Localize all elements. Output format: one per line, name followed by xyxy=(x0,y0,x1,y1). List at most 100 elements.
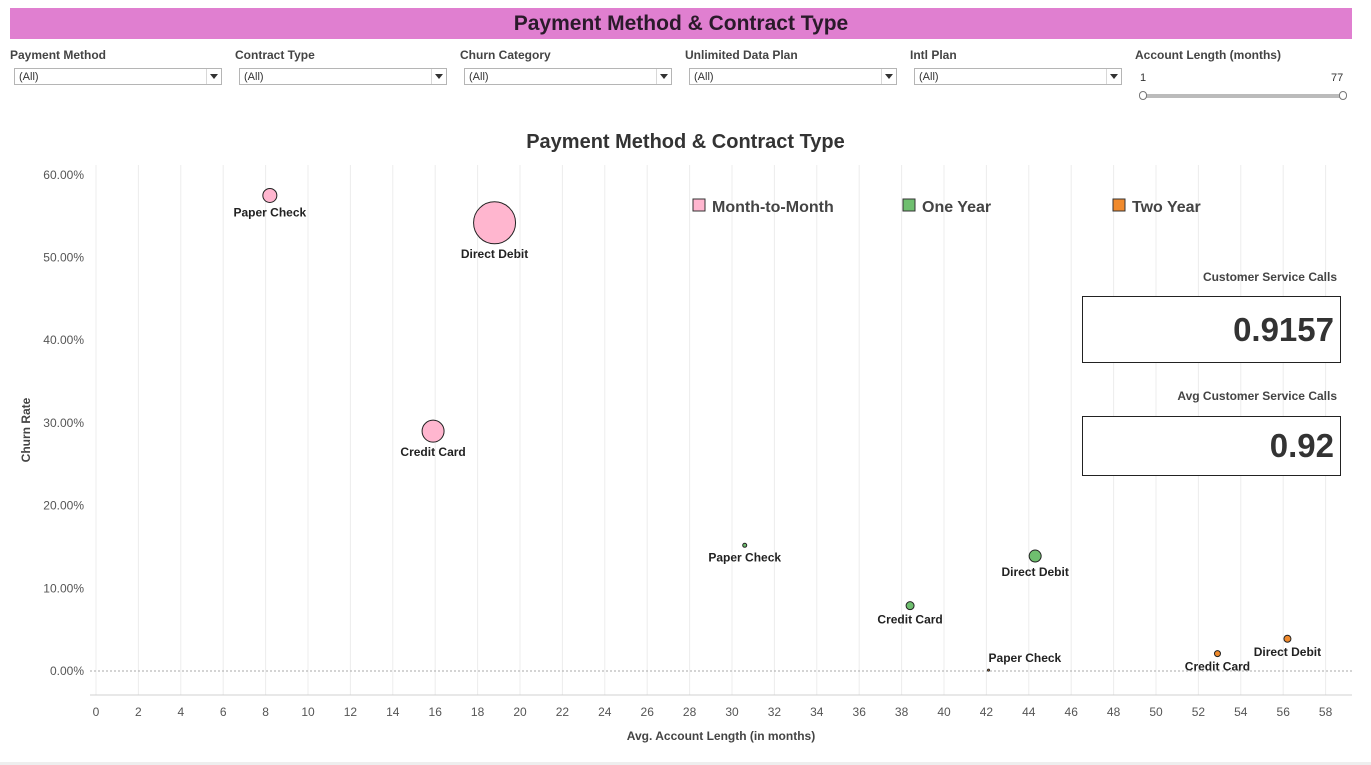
filter-label: Intl Plan xyxy=(910,48,957,62)
legend-swatch xyxy=(902,198,916,212)
kpi-value-customer-service-calls: 0.9157 xyxy=(1233,310,1334,348)
churn-category-dropdown[interactable]: (All) xyxy=(464,68,672,85)
y-tick-label: 50.00% xyxy=(43,251,84,265)
dashboard-title: Payment Method & Contract Type xyxy=(513,11,849,35)
x-tick-label: 6 xyxy=(220,705,227,719)
chevron-down-icon[interactable] xyxy=(206,69,221,84)
bottom-divider xyxy=(0,762,1371,765)
chevron-down-icon[interactable] xyxy=(656,69,671,84)
y-axis-title: Churn Rate xyxy=(19,397,33,462)
data-point xyxy=(1283,634,1292,643)
data-point xyxy=(421,419,445,443)
x-tick-label: 10 xyxy=(301,705,315,719)
data-point xyxy=(987,668,991,672)
legend-swatch xyxy=(692,198,706,212)
x-tick-label: 14 xyxy=(386,705,400,719)
x-tick-label: 54 xyxy=(1234,705,1248,719)
filter-contract-type: Contract Type (All) xyxy=(235,48,447,85)
data-label: Credit Card xyxy=(1185,660,1250,674)
data-point xyxy=(1213,650,1221,658)
legend-label: Two Year xyxy=(1132,199,1201,216)
x-tick-label: 50 xyxy=(1149,705,1163,719)
filter-label: Payment Method xyxy=(10,48,107,62)
data-label: Paper Check xyxy=(233,205,306,219)
y-tick-label: 10.00% xyxy=(43,581,84,595)
legend-label: Month-to-Month xyxy=(712,199,834,216)
range-min-value: 1 xyxy=(1140,72,1147,84)
x-tick-label: 58 xyxy=(1319,705,1333,719)
data-point xyxy=(262,187,278,203)
y-tick-label: 20.00% xyxy=(43,499,84,513)
x-tick-label: 22 xyxy=(556,705,570,719)
filter-account-length: Account Length (months) xyxy=(1135,48,1281,64)
x-tick-label: 42 xyxy=(980,705,994,719)
x-tick-label: 30 xyxy=(725,705,739,719)
x-tick-label: 48 xyxy=(1107,705,1121,719)
kpi-value-avg-customer-service-calls: 0.92 xyxy=(1269,427,1334,464)
y-tick-label: 60.00% xyxy=(43,168,84,182)
kpi-label-customer-service-calls: Customer Service Calls xyxy=(1202,270,1337,284)
data-label: Paper Check xyxy=(989,651,1062,665)
x-tick-label: 0 xyxy=(93,705,100,719)
filter-unlimited-data-plan: Unlimited Data Plan (All) xyxy=(685,48,897,85)
dashboard-title-bar: Payment Method & Contract Type xyxy=(10,8,1352,39)
data-point xyxy=(742,542,748,548)
kpi-box-customer-service-calls: 0.9157 xyxy=(1082,296,1341,363)
dropdown-value: (All) xyxy=(694,71,714,83)
x-tick-label: 46 xyxy=(1065,705,1079,719)
data-point xyxy=(473,201,517,245)
filter-label: Unlimited Data Plan xyxy=(685,48,798,62)
x-tick-label: 18 xyxy=(471,705,485,719)
range-slider-track[interactable] xyxy=(1142,94,1344,98)
data-point xyxy=(1028,549,1042,563)
x-tick-label: 8 xyxy=(262,705,269,719)
x-tick-label: 34 xyxy=(810,705,824,719)
x-tick-label: 20 xyxy=(513,705,527,719)
data-label: Direct Debit xyxy=(1001,565,1068,579)
data-label: Direct Debit xyxy=(1254,645,1321,659)
legend-label: One Year xyxy=(922,199,991,216)
filter-label: Contract Type xyxy=(235,48,315,62)
x-tick-label: 26 xyxy=(641,705,655,719)
range-slider-min-handle[interactable] xyxy=(1139,91,1147,100)
x-tick-label: 32 xyxy=(768,705,782,719)
x-tick-label: 36 xyxy=(853,705,867,719)
y-tick-label: 0.00% xyxy=(50,664,84,678)
filter-payment-method: Payment Method (All) xyxy=(10,48,222,85)
y-tick-label: 40.00% xyxy=(43,333,84,347)
legend-swatch xyxy=(1112,198,1126,212)
chevron-down-icon[interactable] xyxy=(431,69,446,84)
x-tick-label: 12 xyxy=(344,705,358,719)
dropdown-value: (All) xyxy=(19,71,39,83)
chart-title: Payment Method & Contract Type xyxy=(526,131,845,153)
dropdown-value: (All) xyxy=(244,71,264,83)
intl-plan-dropdown[interactable]: (All) xyxy=(914,68,1122,85)
data-label: Paper Check xyxy=(708,550,781,564)
payment-method-dropdown[interactable]: (All) xyxy=(14,68,222,85)
dropdown-value: (All) xyxy=(919,71,939,83)
x-tick-label: 2 xyxy=(135,705,142,719)
kpi-box-avg-customer-service-calls: 0.92 xyxy=(1082,416,1341,476)
filter-label: Churn Category xyxy=(460,48,551,62)
kpi-label-avg-customer-service-calls: Avg Customer Service Calls xyxy=(1177,389,1337,403)
x-tick-label: 38 xyxy=(895,705,909,719)
chevron-down-icon[interactable] xyxy=(1106,69,1121,84)
range-max-value: 77 xyxy=(1331,72,1344,84)
x-tick-label: 52 xyxy=(1192,705,1206,719)
x-axis-title: Avg. Account Length (in months) xyxy=(627,729,815,743)
data-label: Credit Card xyxy=(877,613,942,627)
x-tick-label: 16 xyxy=(429,705,443,719)
data-label: Direct Debit xyxy=(461,247,528,261)
x-tick-label: 44 xyxy=(1022,705,1036,719)
range-slider-max-handle[interactable] xyxy=(1339,91,1347,100)
chevron-down-icon[interactable] xyxy=(881,69,896,84)
data-point xyxy=(905,601,915,611)
x-tick-label: 56 xyxy=(1277,705,1291,719)
unlimited-data-plan-dropdown[interactable]: (All) xyxy=(689,68,897,85)
x-tick-label: 4 xyxy=(177,705,184,719)
range-filter-label: Account Length (months) xyxy=(1135,48,1281,62)
contract-type-dropdown[interactable]: (All) xyxy=(239,68,447,85)
x-tick-label: 40 xyxy=(937,705,951,719)
filter-intl-plan: Intl Plan (All) xyxy=(910,48,1122,85)
